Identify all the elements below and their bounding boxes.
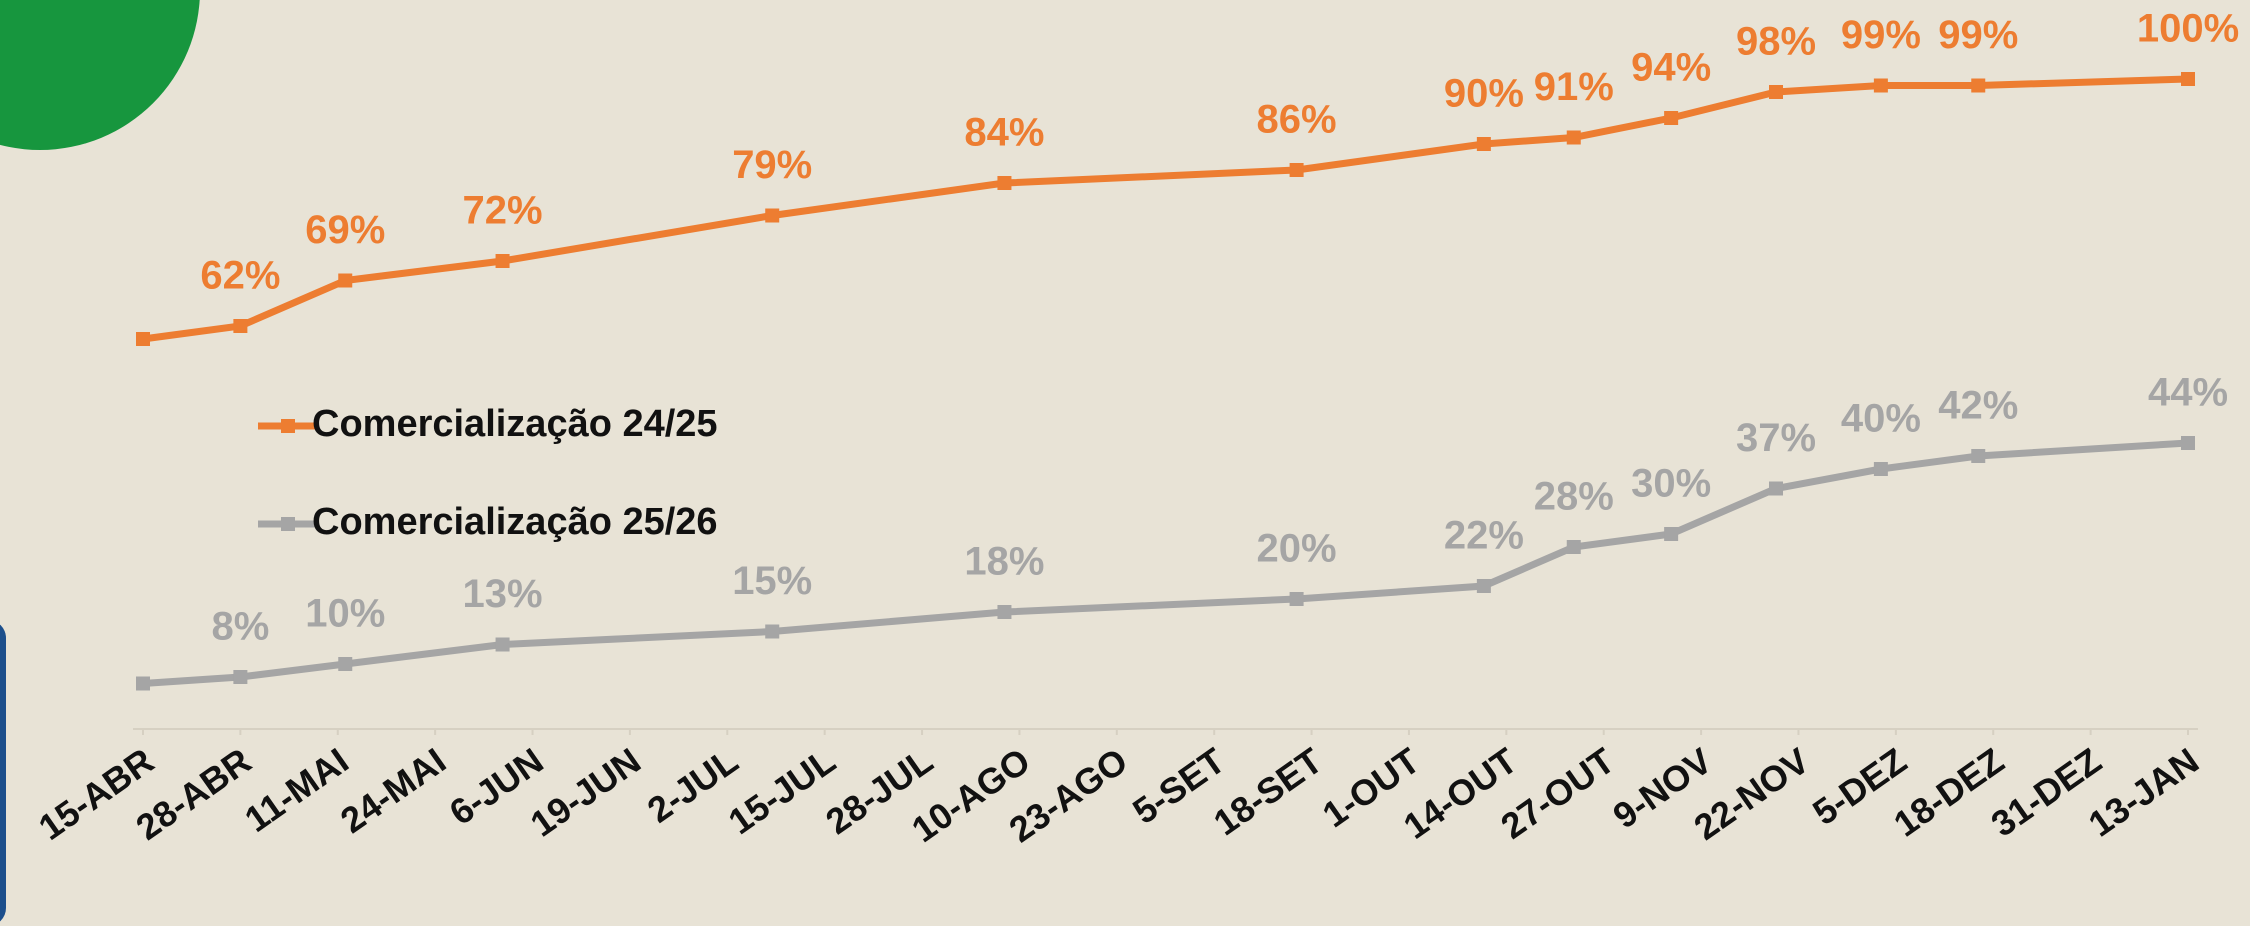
- edge-decoration: [0, 624, 6, 922]
- point: [1289, 592, 1304, 606]
- data-label: 22%: [1444, 514, 1524, 558]
- point: [136, 676, 150, 691]
- data-label: 42%: [1938, 384, 2018, 428]
- point: [233, 670, 248, 684]
- point: [338, 657, 353, 671]
- x-tick-label: 13-JAN: [2081, 740, 2206, 845]
- point: [1769, 85, 1784, 99]
- data-label: 99%: [1938, 13, 2018, 57]
- x-tick-label: 18-DEZ: [1886, 740, 2011, 845]
- point: [2181, 72, 2195, 86]
- x-tick-label: 15-JUL: [721, 740, 843, 842]
- point: [1873, 78, 1888, 93]
- point: [1971, 449, 1986, 463]
- point: [1476, 579, 1491, 593]
- point: [997, 605, 1012, 619]
- x-tick-label: 11-MAI: [237, 740, 356, 840]
- point: [338, 273, 353, 288]
- point: [1664, 111, 1679, 125]
- data-label: 37%: [1736, 416, 1816, 460]
- legend-label: Comercialização 24/25: [312, 403, 718, 445]
- data-label: 69%: [305, 208, 385, 252]
- series-line: [142, 439, 2189, 687]
- data-label: 84%: [964, 111, 1044, 155]
- point: [233, 319, 248, 333]
- data-label: 72%: [463, 189, 543, 233]
- data-label: 13%: [463, 572, 543, 616]
- data-label: 98%: [1736, 20, 1816, 64]
- data-label: 28%: [1534, 475, 1614, 519]
- x-tick-label: 31-DEZ: [1984, 740, 2109, 845]
- data-label: 94%: [1631, 46, 1711, 90]
- point: [1289, 163, 1304, 177]
- data-label: 90%: [1444, 72, 1524, 116]
- point: [1566, 540, 1581, 554]
- data-label: 62%: [200, 254, 280, 298]
- point: [1873, 462, 1888, 476]
- point: [1769, 481, 1784, 496]
- series-line: [142, 75, 2189, 343]
- x-tick-label: 19-JUN: [523, 740, 648, 845]
- data-label: 99%: [1841, 13, 1921, 57]
- point: [1476, 137, 1491, 151]
- data-label: 10%: [305, 592, 385, 636]
- legend-label: Comercialização 25/26: [312, 501, 718, 543]
- point: [765, 624, 780, 639]
- data-label: 91%: [1534, 65, 1614, 109]
- x-tick-label: 24-MAI: [333, 740, 453, 841]
- data-label: 20%: [1257, 527, 1337, 571]
- data-label: 15%: [732, 559, 812, 603]
- data-label: 79%: [732, 143, 812, 187]
- point: [1566, 130, 1581, 145]
- point: [136, 332, 150, 346]
- point: [495, 637, 510, 652]
- point: [765, 208, 780, 223]
- data-label: 86%: [1257, 98, 1337, 142]
- data-label: 44%: [2148, 371, 2228, 415]
- legend-marker: [281, 517, 295, 531]
- legend-marker: [281, 419, 295, 433]
- x-tick-label: 18-SET: [1206, 740, 1329, 844]
- point: [1971, 78, 1986, 93]
- point: [1664, 527, 1679, 541]
- data-label: 100%: [2137, 7, 2239, 51]
- data-label: 30%: [1631, 462, 1711, 506]
- point: [495, 254, 510, 268]
- point: [997, 176, 1012, 190]
- data-label: 18%: [964, 540, 1044, 584]
- data-label: 8%: [211, 605, 269, 649]
- logo: [0, 0, 200, 150]
- point: [2181, 436, 2195, 450]
- data-label: 40%: [1841, 397, 1921, 441]
- x-tick-label: 27-OUT: [1493, 740, 1621, 847]
